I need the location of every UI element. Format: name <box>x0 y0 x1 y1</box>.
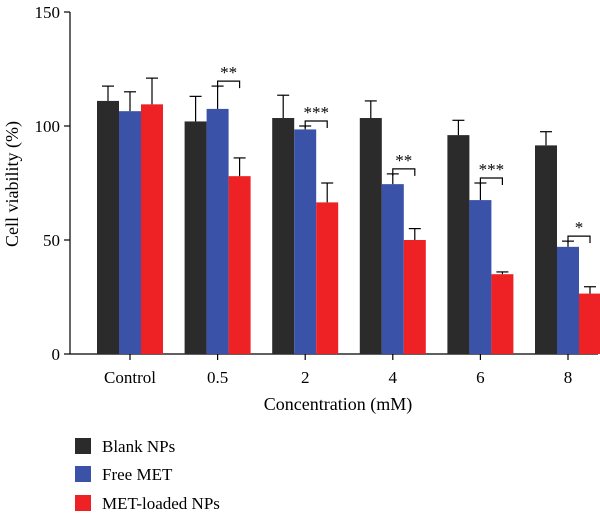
y-tick-label: 0 <box>52 345 61 364</box>
legend-swatch <box>75 466 91 482</box>
significance-label: ** <box>220 63 237 82</box>
legend-label: Blank NPs <box>102 437 175 456</box>
bar <box>272 118 295 355</box>
bar <box>381 184 404 354</box>
bar <box>469 200 492 354</box>
significance-label: * <box>575 218 584 237</box>
bar <box>491 274 514 354</box>
significance-bracket <box>479 177 503 185</box>
bar <box>294 129 317 354</box>
significance-bracket <box>392 168 416 176</box>
significance-bracket <box>567 235 591 244</box>
x-tick-label: 4 <box>389 368 398 387</box>
bar <box>119 111 141 355</box>
significance-label: *** <box>479 160 505 179</box>
y-tick-label: 100 <box>35 117 61 136</box>
bar <box>184 121 207 354</box>
bar <box>447 135 470 354</box>
bar <box>579 293 600 354</box>
bar <box>228 176 251 354</box>
x-tick-label: Control <box>104 368 156 387</box>
legend-swatch <box>75 495 91 511</box>
bar <box>359 118 382 355</box>
y-axis-title: Cell viability (%) <box>2 121 23 247</box>
legend-label: Free MET <box>102 465 173 484</box>
bar <box>535 145 557 354</box>
x-tick-label: 0.5 <box>207 368 228 387</box>
bar <box>557 246 579 354</box>
significance-bracket <box>304 120 328 128</box>
bar <box>206 108 229 355</box>
bar <box>141 104 163 354</box>
significance-bracket <box>217 80 241 89</box>
legend: Blank NPs Free MET MET-loaded NPs <box>75 437 220 513</box>
legend-swatch <box>75 438 91 454</box>
x-axis-title: Concentration (mM) <box>264 394 412 415</box>
x-tick-label: 8 <box>564 368 573 387</box>
x-tick-label: 2 <box>301 368 310 387</box>
significance-label: *** <box>303 103 329 122</box>
bar <box>97 100 119 354</box>
bar <box>403 240 426 354</box>
x-tick-label: 6 <box>476 368 485 387</box>
y-tick-label: 50 <box>43 231 60 250</box>
y-tick-label: 150 <box>35 3 61 22</box>
significance-label: ** <box>395 151 412 170</box>
bar <box>316 202 339 354</box>
legend-label: MET-loaded NPs <box>102 494 220 513</box>
